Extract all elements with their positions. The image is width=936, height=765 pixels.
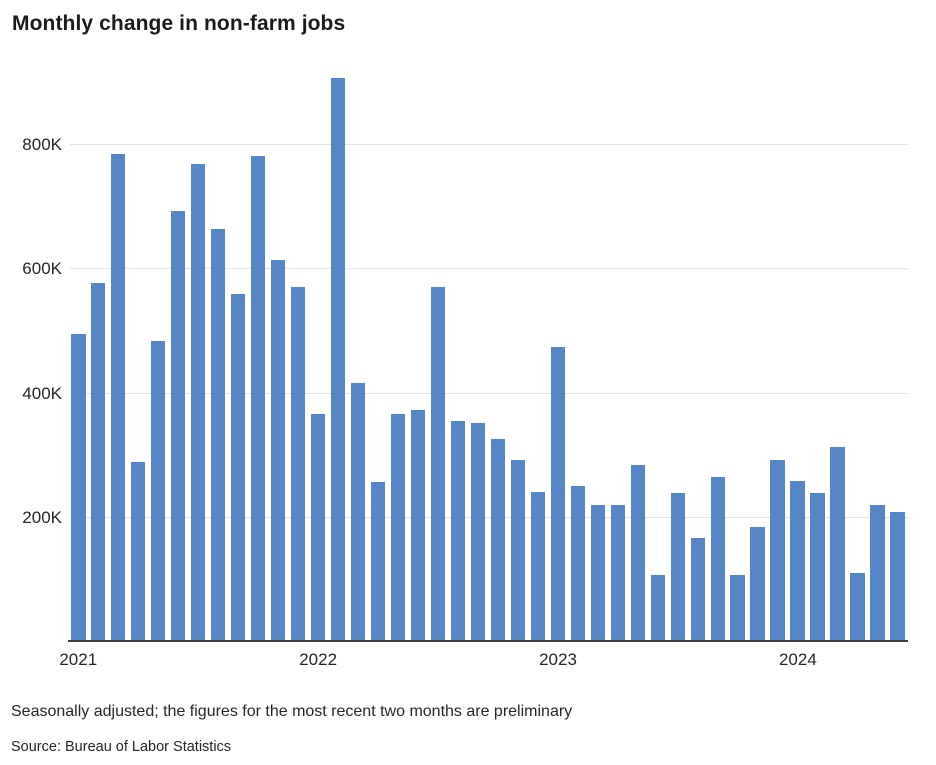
- gridline-400k: [70, 392, 908, 394]
- bar-dec-2022: [530, 491, 546, 640]
- bar-mar-2021: [110, 154, 126, 640]
- gridline-600k: [70, 268, 908, 270]
- bar-jul-2021: [190, 163, 206, 640]
- y-axis-label-800k: 800K: [22, 135, 62, 154]
- bar-jan-2023: [550, 346, 566, 640]
- bar-mar-2023: [590, 505, 606, 640]
- bar-aug-2022: [450, 421, 466, 640]
- y-axis-label-600k: 600K: [22, 259, 62, 279]
- bar-sep-2023: [710, 477, 725, 640]
- bar-feb-2024: [810, 493, 825, 640]
- bar-may-2023: [630, 465, 646, 640]
- chart-footnote: Seasonally adjusted; the figures for the…: [11, 703, 573, 720]
- x-axis-line: [68, 640, 908, 642]
- bar-dec-2021: [290, 287, 306, 640]
- gridline-200k: [70, 516, 908, 518]
- bar-nov-2022: [510, 459, 526, 640]
- y-axis-label-200k: 200K: [22, 507, 62, 527]
- bar-nov-2023: [750, 526, 765, 640]
- bar-oct-2022: [490, 438, 506, 640]
- chart-title: Monthly change in non-farm jobs: [12, 12, 346, 35]
- x-axis-labels: 2021 2022 2023 2024: [0, 650, 936, 672]
- chart-source: Source: Bureau of Labor Statistics: [11, 739, 232, 755]
- bar-may-2024: [870, 504, 885, 640]
- bar-jan-2024: [790, 480, 805, 640]
- x-axis-label-2023: 2023: [539, 650, 577, 669]
- bar-mar-2022: [350, 382, 366, 640]
- bar-may-2021: [150, 341, 166, 640]
- bar-apr-2022: [370, 482, 386, 640]
- bar-mar-2024: [830, 447, 845, 640]
- bar-feb-2023: [570, 485, 586, 640]
- x-axis-label-2024: 2024: [778, 650, 817, 669]
- bar-jun-2022: [410, 410, 426, 640]
- bar-aug-2023: [690, 537, 706, 640]
- bar-jun-2024: [890, 512, 905, 640]
- bar-jul-2023: [670, 493, 686, 640]
- bar-apr-2021: [130, 462, 146, 640]
- bar-feb-2021: [90, 282, 106, 640]
- bar-jan-2021: [71, 334, 86, 640]
- x-axis-label-2021: 2021: [59, 650, 98, 669]
- bar-oct-2021: [250, 156, 266, 640]
- bar-jan-2022: [310, 413, 326, 640]
- bar-aug-2021: [210, 229, 226, 640]
- bar-jul-2022: [430, 287, 446, 640]
- bar-feb-2022: [330, 78, 346, 640]
- bar-apr-2024: [850, 572, 865, 640]
- bar-sep-2022: [470, 422, 486, 640]
- bars: [71, 70, 905, 640]
- bar-may-2022: [390, 413, 406, 640]
- bar-jun-2021: [170, 211, 186, 640]
- y-axis-label-400k: 400K: [22, 383, 62, 403]
- bar-nov-2021: [270, 260, 286, 640]
- bar-apr-2023: [610, 505, 626, 640]
- gridline-800k: [70, 144, 908, 145]
- x-axis-label-2022: 2022: [299, 650, 338, 669]
- bar-dec-2023: [770, 459, 785, 640]
- bar-oct-2023: [730, 574, 745, 640]
- bar-sep-2021: [230, 293, 246, 640]
- plot-area: 200K 400K 600K 800K: [0, 58, 936, 642]
- bar-jun-2023: [650, 574, 666, 640]
